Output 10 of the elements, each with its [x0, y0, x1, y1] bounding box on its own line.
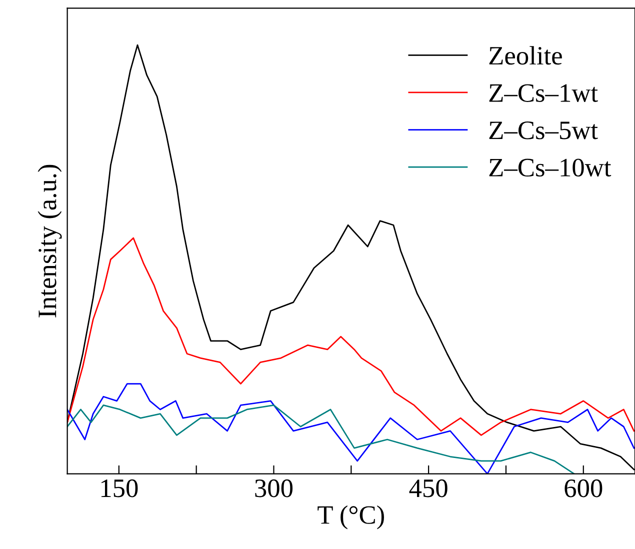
legend-label: Z–Cs–10wt: [489, 158, 612, 177]
legend-label: Z–Cs–5wt: [489, 122, 598, 140]
y-axis-title: Intensity (a.u.): [38, 164, 62, 318]
x-tick-label: 150: [101, 479, 138, 498]
x-axis-title: T (°C): [318, 505, 384, 530]
legend-label: Z–Cs–1wt: [489, 84, 598, 102]
x-tick-label: 300: [255, 479, 293, 498]
x-tick-label: 600: [564, 479, 602, 498]
legend-label: Zeolite: [489, 46, 562, 65]
x-tick-label: 450: [409, 479, 448, 498]
